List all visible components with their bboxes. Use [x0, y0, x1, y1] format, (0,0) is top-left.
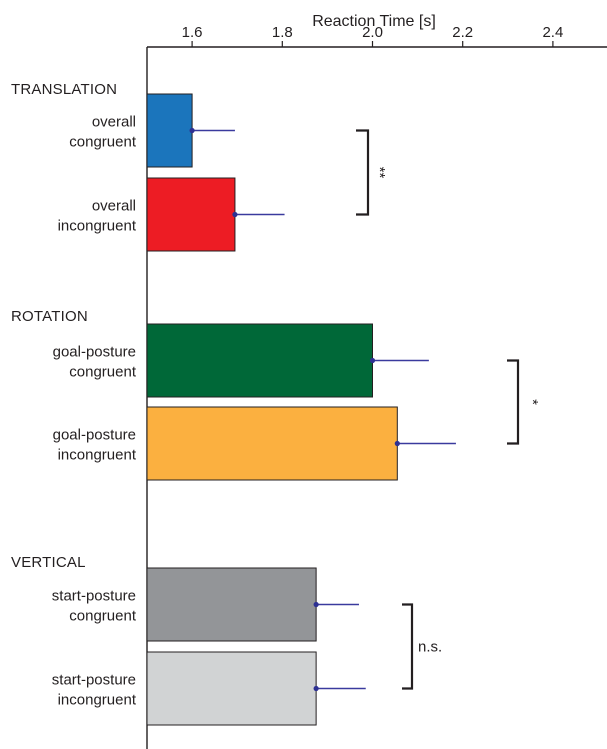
significance-bracket — [356, 129, 370, 216]
category-labels: TRANSLATION overall congruent overall incong… — [11, 81, 137, 709]
category-label-line1: overall — [92, 198, 136, 215]
category-label-line1: goal-posture — [53, 344, 136, 361]
error-bar-point — [369, 357, 376, 364]
category-label-line2: congruent — [69, 364, 137, 381]
group-label: ROTATION — [11, 308, 88, 325]
category-label-line1: start-posture — [52, 588, 136, 605]
category-label-line2: incongruent — [58, 447, 137, 464]
category-label-line1: overall — [92, 114, 136, 131]
category-label-line1: goal-posture — [53, 427, 136, 444]
x-tick-label: 1.6 — [182, 24, 203, 41]
significance-bracket — [507, 359, 520, 445]
bars — [146, 93, 398, 726]
bar — [146, 323, 373, 398]
group-label: TRANSLATION — [11, 81, 117, 98]
bar — [146, 651, 317, 726]
x-tick-label: 2.0 — [362, 24, 383, 41]
significance-label: n.s. — [418, 639, 442, 656]
error-bar-point — [313, 685, 319, 692]
category-label-line2: congruent — [69, 608, 137, 625]
bar — [146, 406, 398, 481]
error-bar-point — [313, 601, 319, 608]
category-label-line1: start-posture — [52, 672, 136, 689]
significance-label: * — [524, 399, 541, 405]
x-tick-label: 2.4 — [542, 24, 563, 41]
x-tick-label: 2.2 — [452, 24, 473, 41]
error-bar-point — [394, 440, 400, 447]
bar — [146, 93, 193, 168]
significance-bracket — [402, 603, 414, 690]
x-axis-title: Reaction Time [s] — [312, 13, 436, 30]
bar — [146, 177, 236, 252]
significance-brackets: ***n.s. — [356, 129, 541, 690]
error-bar-point — [232, 211, 238, 218]
x-tick-label: 1.8 — [272, 24, 293, 41]
category-label-line2: congruent — [69, 134, 137, 151]
group-label: VERTICAL — [11, 554, 86, 571]
bar — [146, 567, 317, 642]
category-label-line2: incongruent — [58, 692, 137, 709]
category-label-line2: incongruent — [58, 218, 137, 235]
significance-label: ** — [371, 167, 388, 179]
error-bar-point — [189, 127, 195, 134]
error-bars — [189, 127, 456, 692]
